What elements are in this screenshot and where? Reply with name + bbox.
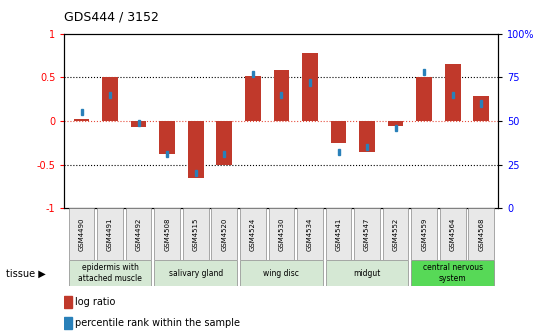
FancyBboxPatch shape (383, 208, 408, 260)
Bar (245, 76, 261, 121)
Bar (302, 53, 318, 121)
Bar (109, 92, 111, 98)
Text: GSM4552: GSM4552 (393, 218, 399, 251)
Text: GSM4492: GSM4492 (136, 218, 142, 251)
FancyBboxPatch shape (240, 208, 265, 260)
FancyBboxPatch shape (468, 208, 494, 260)
Text: GSM4568: GSM4568 (478, 218, 484, 251)
Text: GSM4490: GSM4490 (78, 218, 85, 251)
Bar (445, 64, 460, 121)
Bar (81, 109, 82, 115)
Bar (416, 77, 432, 121)
Bar (252, 71, 254, 77)
Text: GDS444 / 3152: GDS444 / 3152 (64, 10, 159, 24)
FancyBboxPatch shape (155, 260, 237, 286)
FancyBboxPatch shape (97, 208, 123, 260)
FancyBboxPatch shape (212, 208, 237, 260)
Bar (395, 125, 396, 131)
Bar (366, 144, 368, 150)
Bar (166, 151, 168, 157)
Bar (138, 120, 139, 126)
Bar (388, 121, 403, 126)
FancyBboxPatch shape (155, 208, 180, 260)
FancyBboxPatch shape (326, 208, 351, 260)
Bar (217, 121, 232, 165)
Bar (223, 151, 225, 157)
FancyBboxPatch shape (411, 208, 437, 260)
Bar (273, 70, 290, 121)
Bar (64, 296, 72, 308)
Text: tissue ▶: tissue ▶ (6, 269, 45, 279)
Text: GSM4491: GSM4491 (107, 218, 113, 251)
Text: GSM4520: GSM4520 (221, 218, 227, 251)
Bar (338, 149, 339, 156)
FancyBboxPatch shape (126, 208, 152, 260)
FancyBboxPatch shape (297, 208, 323, 260)
Bar (330, 121, 346, 143)
Bar (74, 119, 90, 121)
Bar (480, 100, 482, 107)
Text: salivary gland: salivary gland (169, 268, 223, 278)
Text: GSM4559: GSM4559 (421, 218, 427, 251)
Bar (102, 77, 118, 121)
Bar (160, 121, 175, 154)
Text: percentile rank within the sample: percentile rank within the sample (75, 318, 240, 328)
Bar (359, 121, 375, 152)
Bar (195, 170, 197, 176)
Text: GSM4541: GSM4541 (335, 218, 342, 251)
FancyBboxPatch shape (183, 208, 208, 260)
Bar (188, 121, 204, 178)
FancyBboxPatch shape (269, 208, 294, 260)
Text: midgut: midgut (353, 268, 381, 278)
Text: GSM4534: GSM4534 (307, 218, 313, 251)
Bar (131, 121, 147, 127)
Text: GSM4508: GSM4508 (164, 218, 170, 251)
Text: epidermis with
attached muscle: epidermis with attached muscle (78, 263, 142, 283)
FancyBboxPatch shape (354, 208, 380, 260)
Bar (423, 69, 425, 75)
Text: wing disc: wing disc (263, 268, 300, 278)
Bar (452, 92, 454, 98)
FancyBboxPatch shape (69, 260, 152, 286)
FancyBboxPatch shape (326, 260, 408, 286)
Text: GSM4515: GSM4515 (193, 218, 199, 251)
Text: GSM4524: GSM4524 (250, 218, 256, 251)
Bar (473, 96, 489, 121)
Bar (309, 80, 311, 86)
FancyBboxPatch shape (240, 260, 323, 286)
Bar (281, 92, 282, 98)
Text: GSM4530: GSM4530 (278, 218, 284, 251)
FancyBboxPatch shape (440, 208, 465, 260)
Text: GSM4564: GSM4564 (450, 218, 456, 251)
Text: central nervous
system: central nervous system (423, 263, 483, 283)
Bar (64, 317, 72, 329)
FancyBboxPatch shape (69, 208, 95, 260)
Text: log ratio: log ratio (75, 297, 116, 307)
Text: GSM4547: GSM4547 (364, 218, 370, 251)
FancyBboxPatch shape (411, 260, 494, 286)
